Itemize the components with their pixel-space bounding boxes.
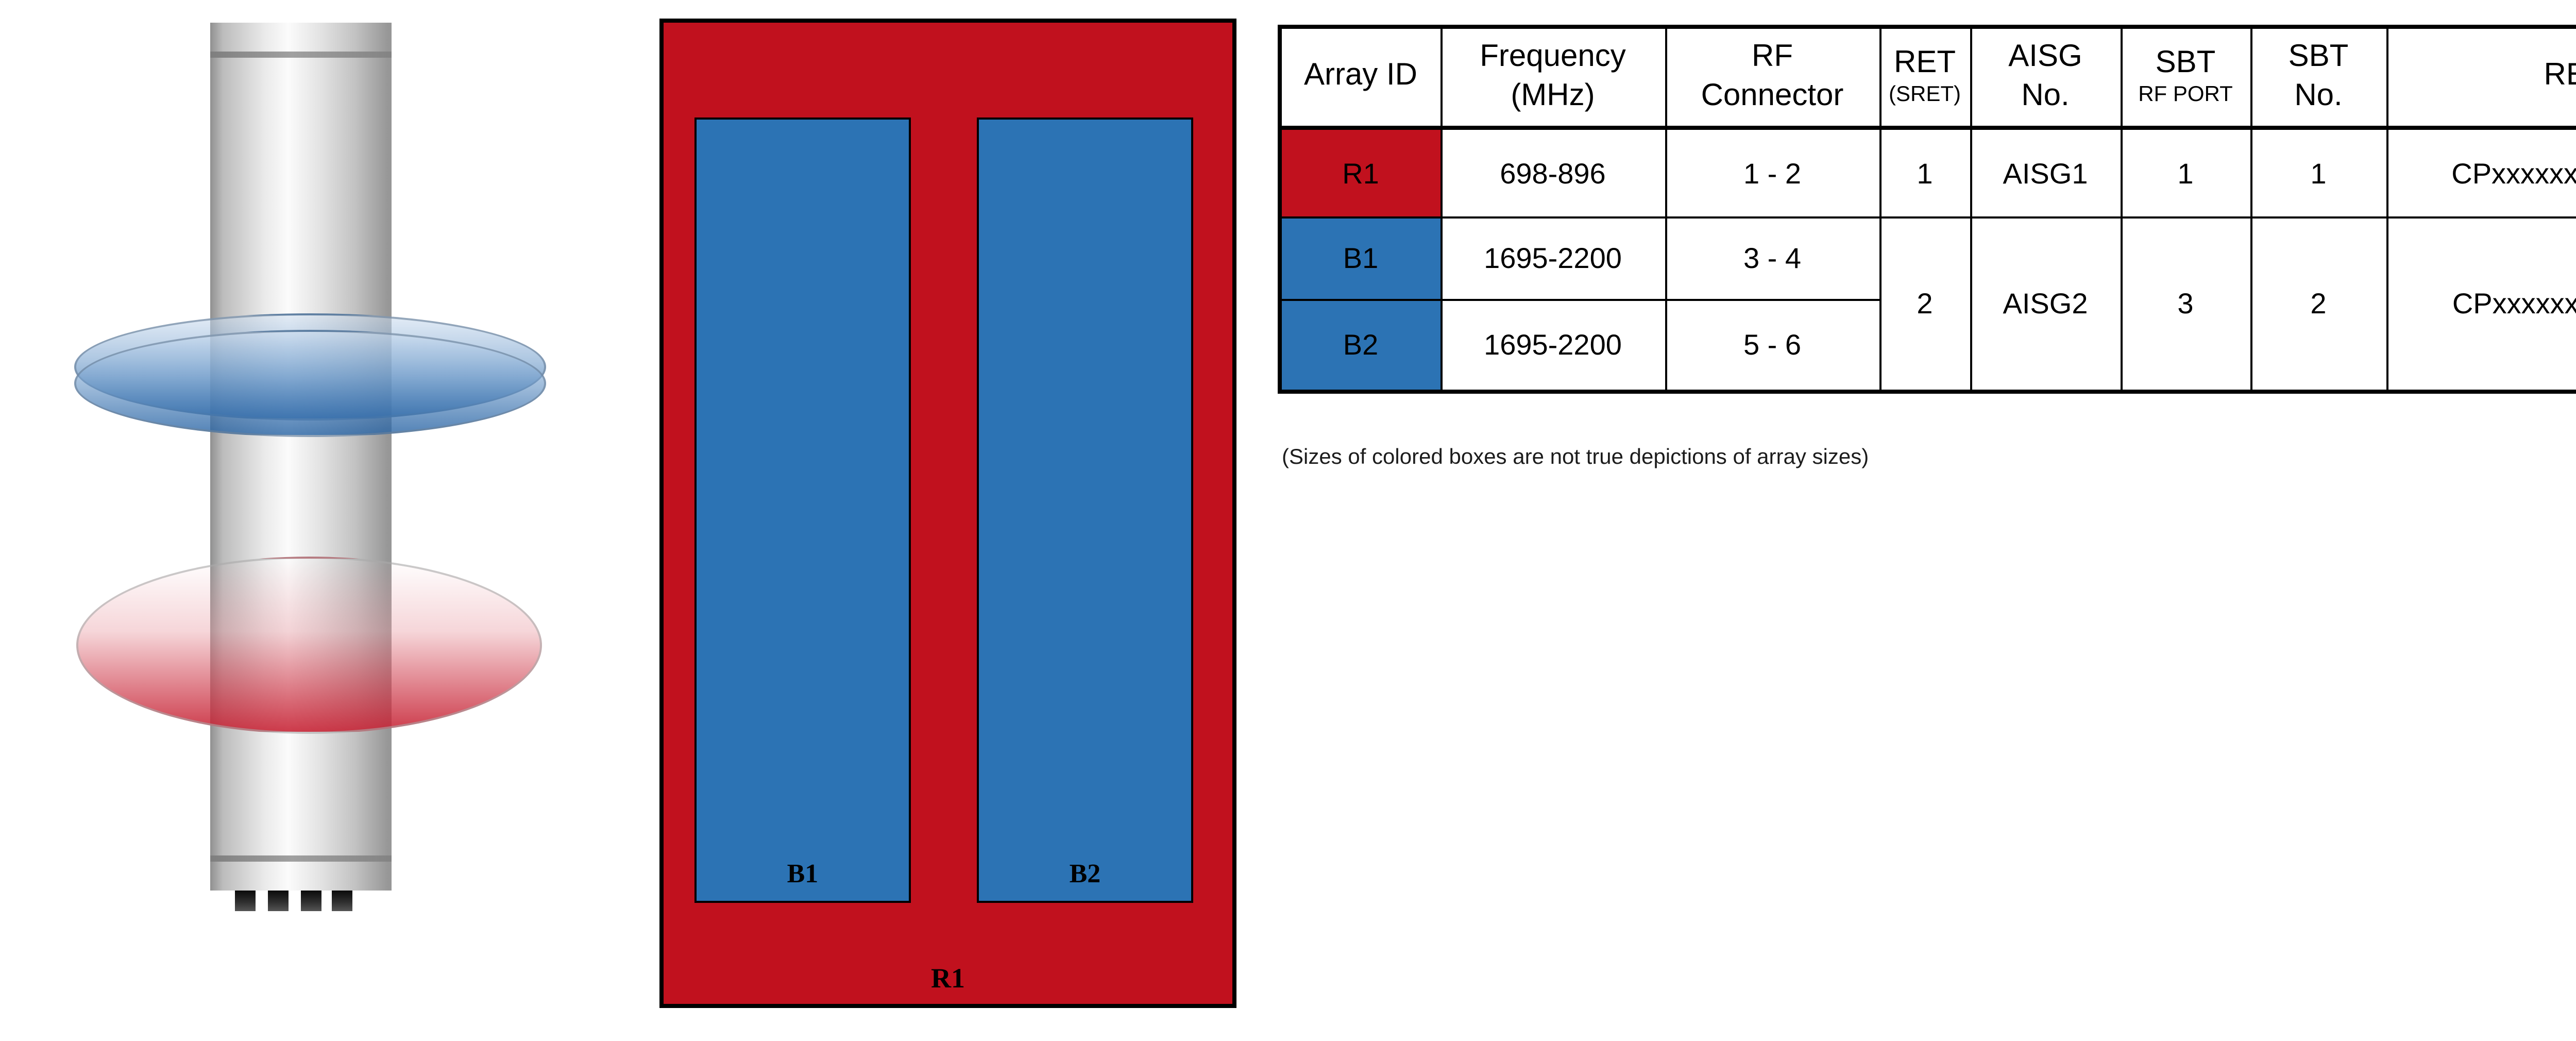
cell-aisg-no: AISG1 — [1969, 127, 2122, 217]
cell-frequency: 1695-2200 — [1439, 298, 1666, 393]
col-header-frequency: Frequency (MHz) — [1439, 26, 1666, 130]
col-header-sbt-rf-port: SBT RF PORT — [2120, 26, 2251, 130]
cell-array-id: B1 — [1279, 215, 1442, 300]
size-disclaimer-note: (Sizes of colored boxes are not true dep… — [1282, 445, 1869, 470]
cell-rf-connector: 3 - 4 — [1664, 215, 1880, 300]
array-layout-diagram-r1: B1 B2 R1 — [659, 19, 1236, 1008]
cell-array-id: R1 — [1279, 127, 1442, 217]
antenna-cylinder — [210, 23, 392, 891]
cell-frequency: 1695-2200 — [1439, 215, 1666, 300]
cell-ret-uid: CPxxxxxxxxxxxxxxxxR1 — [2385, 127, 2576, 217]
red-beam-disc — [76, 557, 542, 734]
cell-sbt-no-merged: 2 — [2249, 215, 2387, 393]
array-box-b1-label: B1 — [787, 858, 819, 888]
table-row-b1: B1 1695-2200 3 - 4 2 AISG2 3 2 CPxxxxxxx… — [1279, 215, 2576, 393]
table-header-row: Array ID Frequency (MHz) RF Connector RE… — [1279, 26, 2576, 130]
antenna-bottom-band — [210, 855, 392, 862]
col-header-array-id: Array ID — [1279, 26, 1442, 130]
rf-port-mapping-table: Array ID Frequency (MHz) RF Connector RE… — [1278, 25, 2576, 394]
col-header-ret-uid: RET UID — [2385, 26, 2576, 130]
cell-array-id: B2 — [1279, 298, 1442, 393]
cell-sbt-rf-port-merged: 3 — [2120, 215, 2251, 393]
cell-sbt-no: 1 — [2249, 127, 2387, 217]
blue-beam-disc — [74, 330, 546, 437]
antenna-connector-pin — [332, 891, 352, 911]
cell-sbt-rf-port: 1 — [2120, 127, 2251, 217]
antenna-connector-pin — [235, 891, 256, 911]
cell-frequency: 698-896 — [1439, 127, 1666, 217]
table-row-b2: B2 1695-2200 5 - 6 — [1279, 298, 2576, 393]
cell-rf-connector: 5 - 6 — [1664, 298, 1880, 393]
cell-ret-uid-merged: CPxxxxxxxxxxxxxxxxB1 — [2385, 215, 2576, 393]
array-box-b1: B1 — [694, 117, 911, 903]
array-box-b2-label: B2 — [1069, 858, 1101, 888]
antenna-top-band — [210, 52, 392, 58]
array-box-r1-label: R1 — [931, 963, 965, 994]
col-header-ret-sret: RET (SRET) — [1878, 26, 1971, 130]
col-header-rf-connector: RF Connector — [1664, 26, 1880, 130]
cell-ret-sret-merged: 2 — [1878, 215, 1971, 393]
cell-ret-sret: 1 — [1878, 127, 1971, 217]
col-header-sbt-no: SBT No. — [2249, 26, 2387, 130]
cell-rf-connector: 1 - 2 — [1664, 127, 1880, 217]
col-header-aisg-no: AISG No. — [1969, 26, 2122, 130]
antenna-connector-pin — [301, 891, 321, 911]
cell-aisg-no-merged: AISG2 — [1969, 215, 2122, 393]
array-box-b2: B2 — [977, 117, 1193, 903]
table-row-r1: R1 698-896 1 - 2 1 AISG1 1 1 CPxxxxxxxxx… — [1279, 127, 2576, 217]
antenna-connector-pin — [268, 891, 289, 911]
